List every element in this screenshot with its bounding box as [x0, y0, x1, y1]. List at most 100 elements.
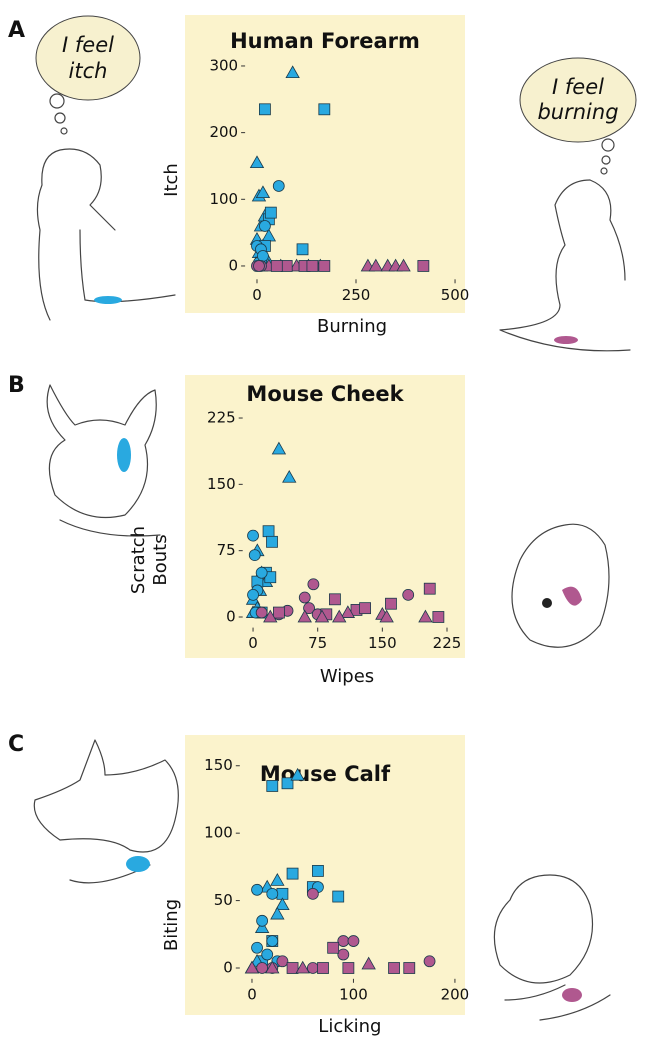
chart-title: Mouse Calf: [260, 762, 391, 786]
x-tick-label: 500: [441, 286, 470, 304]
point: [259, 103, 271, 116]
bubble-dot: [54, 112, 66, 124]
x-axis-label: Burning: [317, 316, 387, 337]
point: [253, 260, 265, 272]
point: [266, 535, 278, 548]
point: [329, 593, 341, 606]
point: [417, 260, 430, 272]
point: [282, 469, 297, 483]
point: [251, 941, 263, 954]
point: [306, 260, 319, 272]
y-tick-label: 0: [223, 959, 233, 977]
point: [247, 588, 259, 601]
point: [285, 65, 300, 79]
y-tick-label: 200: [209, 123, 238, 141]
point: [256, 914, 269, 927]
point: [259, 220, 271, 232]
panel-label: B: [8, 373, 25, 398]
chart-title: Human Forearm: [230, 29, 420, 53]
itch-patch: [94, 296, 122, 304]
point: [266, 887, 279, 900]
point: [255, 566, 268, 579]
point: [306, 887, 319, 900]
point: [266, 780, 279, 792]
chart-title: Mouse Cheek: [246, 382, 404, 406]
point: [296, 243, 309, 256]
panel-label: C: [8, 732, 24, 757]
y-tick-label: 50: [214, 891, 233, 909]
y-tick-label: 150: [207, 475, 236, 493]
point: [418, 609, 433, 623]
bubble-text: I feel: [62, 33, 114, 57]
point: [261, 948, 274, 961]
point: [379, 609, 394, 623]
x-tick-label: 250: [342, 286, 371, 304]
x-tick-label: 225: [433, 634, 462, 652]
point: [317, 962, 329, 974]
point: [332, 609, 347, 623]
point: [286, 867, 299, 880]
point: [403, 962, 416, 974]
point: [368, 258, 384, 272]
bubble-text: I feel: [552, 75, 604, 99]
y-tick-label: 300: [209, 56, 238, 74]
mouse: [46, 384, 161, 537]
x-tick-label: 100: [339, 985, 368, 1003]
point: [307, 578, 320, 591]
point: [255, 185, 271, 199]
point: [298, 591, 311, 604]
point: [256, 962, 269, 974]
point: [303, 602, 315, 615]
y-tick-label: 225: [207, 409, 236, 427]
scratch-patch: [117, 438, 131, 472]
y-tick-label: 0: [229, 256, 239, 274]
point: [273, 606, 285, 619]
bite-patch: [562, 988, 582, 1002]
point: [347, 935, 360, 947]
bubble-dot: [600, 167, 608, 175]
x-tick-label: 0: [248, 634, 258, 652]
point: [271, 441, 287, 455]
y-axis-label: Scratch: [128, 526, 149, 594]
point: [280, 260, 293, 272]
person: [36, 148, 176, 321]
point: [270, 873, 285, 886]
point: [423, 955, 436, 968]
x-tick-label: 0: [247, 985, 257, 1003]
point: [432, 611, 445, 623]
point: [312, 865, 324, 877]
eye: [542, 598, 552, 608]
y-axis-label: Biting: [161, 899, 182, 951]
x-tick-label: 0: [252, 286, 262, 304]
illustrations: [33, 15, 637, 1021]
point: [318, 103, 331, 116]
point: [265, 960, 280, 974]
point: [396, 258, 411, 272]
x-tick-label: 75: [308, 634, 327, 652]
point: [423, 582, 436, 595]
point: [342, 962, 355, 974]
point: [332, 890, 345, 903]
point: [295, 960, 310, 974]
point: [361, 956, 376, 970]
point: [340, 605, 356, 618]
x-axis-label: Wipes: [320, 666, 374, 687]
bubble-dot: [60, 127, 68, 135]
y-tick-label: 75: [217, 541, 236, 559]
burning-patch: [554, 336, 578, 344]
bubble-dot: [601, 155, 611, 165]
bubble-text: burning: [537, 100, 618, 124]
point: [275, 897, 290, 911]
point: [262, 525, 275, 538]
x-tick-label: 150: [368, 634, 397, 652]
point: [290, 767, 305, 781]
point: [257, 250, 269, 262]
lick-patch: [126, 856, 150, 872]
point: [297, 609, 312, 623]
point: [314, 609, 330, 623]
point: [248, 549, 261, 561]
y-axis-label: Bouts: [150, 534, 171, 585]
point: [388, 962, 400, 974]
person: [499, 179, 631, 352]
